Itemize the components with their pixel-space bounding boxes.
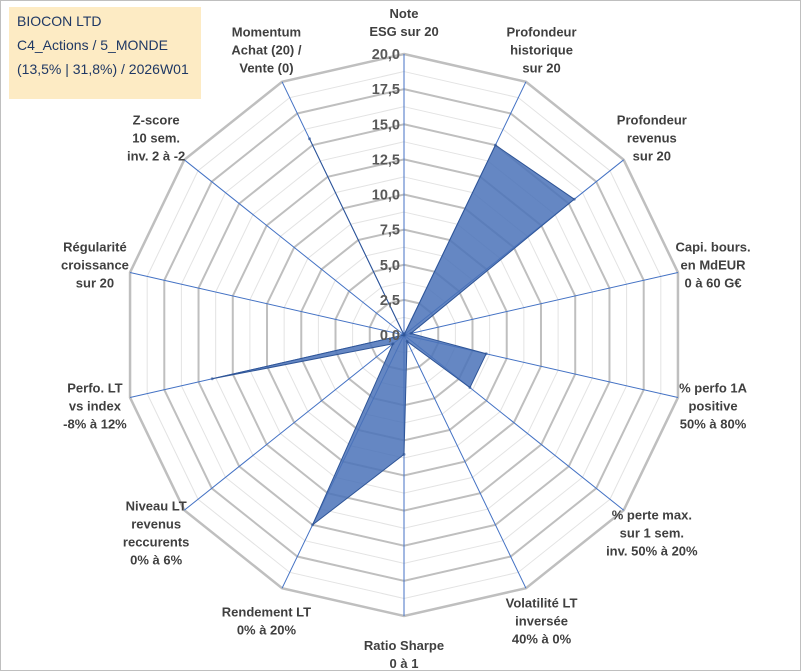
axis-label: Rendement LT 0% à 20% xyxy=(222,605,311,638)
series-point xyxy=(308,137,312,141)
axis-label: Perfo. LT vs index -8% à 12% xyxy=(63,381,127,432)
tick-label: 15,0 xyxy=(372,117,400,133)
series-point xyxy=(572,197,576,201)
axis-label: % perfo 1A positive 50% à 80% xyxy=(679,381,748,432)
series-area xyxy=(212,138,576,526)
title-stats: (13,5% | 31,8%) / 2026W01 xyxy=(17,61,189,77)
series-point xyxy=(391,342,395,346)
axis-label: Profondeur revenus sur 20 xyxy=(617,112,687,163)
series-point xyxy=(210,377,214,381)
radar-series xyxy=(210,137,576,527)
series-point xyxy=(405,339,409,343)
radar-tick-labels: 0,0 2,5 5,0 7,5 10,0 12,5 15,0 17,5 20,0 xyxy=(372,47,400,344)
axis-label: Note ESG sur 20 xyxy=(369,6,438,39)
axis-label: Profondeur historique sur 20 xyxy=(507,24,577,75)
series-point xyxy=(468,386,472,390)
axis-label: Niveau LT revenus reccurents 0% à 6% xyxy=(123,499,189,568)
radar-spoke xyxy=(129,271,405,336)
title-company: BIOCON LTD xyxy=(17,13,102,29)
series-point xyxy=(409,331,413,335)
axis-label: Z-score 10 sem. inv. 2 à -2 xyxy=(127,112,185,163)
series-point xyxy=(402,333,406,337)
chart-title-box: BIOCON LTD C4_Actions / 5_MONDE (13,5% |… xyxy=(9,7,201,99)
radar-axis-labels: Note ESG sur 20 Profondeur historique sur 20… xyxy=(61,6,751,671)
series-point xyxy=(484,352,488,356)
radar-spoke xyxy=(183,159,405,336)
axis-label: Ratio Sharpe 0 à 1 xyxy=(364,638,444,671)
series-point xyxy=(493,143,497,147)
radar-spoke xyxy=(183,334,405,511)
series-point xyxy=(402,452,406,456)
radar-spoke xyxy=(403,271,679,336)
tick-label: 5,0 xyxy=(380,258,400,274)
tick-label: 10,0 xyxy=(372,188,400,204)
axis-label: % perte max. sur 1 sem. inv. 50% à 20% xyxy=(606,508,698,559)
radar-spoke xyxy=(403,334,527,589)
axis-label: Régularité croissance sur 20 xyxy=(61,239,129,290)
tick-label: 7,5 xyxy=(380,223,400,239)
title-portfolio: C4_Actions / 5_MONDE xyxy=(17,37,168,53)
series-point xyxy=(311,523,315,527)
axis-label: Capi. bours. en MdEUR 0 à 60 G€ xyxy=(675,239,750,290)
axis-label: Momentum Achat (20) / Vente (0) xyxy=(231,24,301,75)
tick-label: 2,5 xyxy=(380,293,400,309)
axis-label: Volatilité LT inversée 40% à 0% xyxy=(506,596,578,647)
tick-label: 17,5 xyxy=(372,82,400,98)
tick-label: 0,0 xyxy=(380,328,400,344)
tick-label: 12,5 xyxy=(372,152,400,168)
tick-label: 20,0 xyxy=(372,47,400,63)
